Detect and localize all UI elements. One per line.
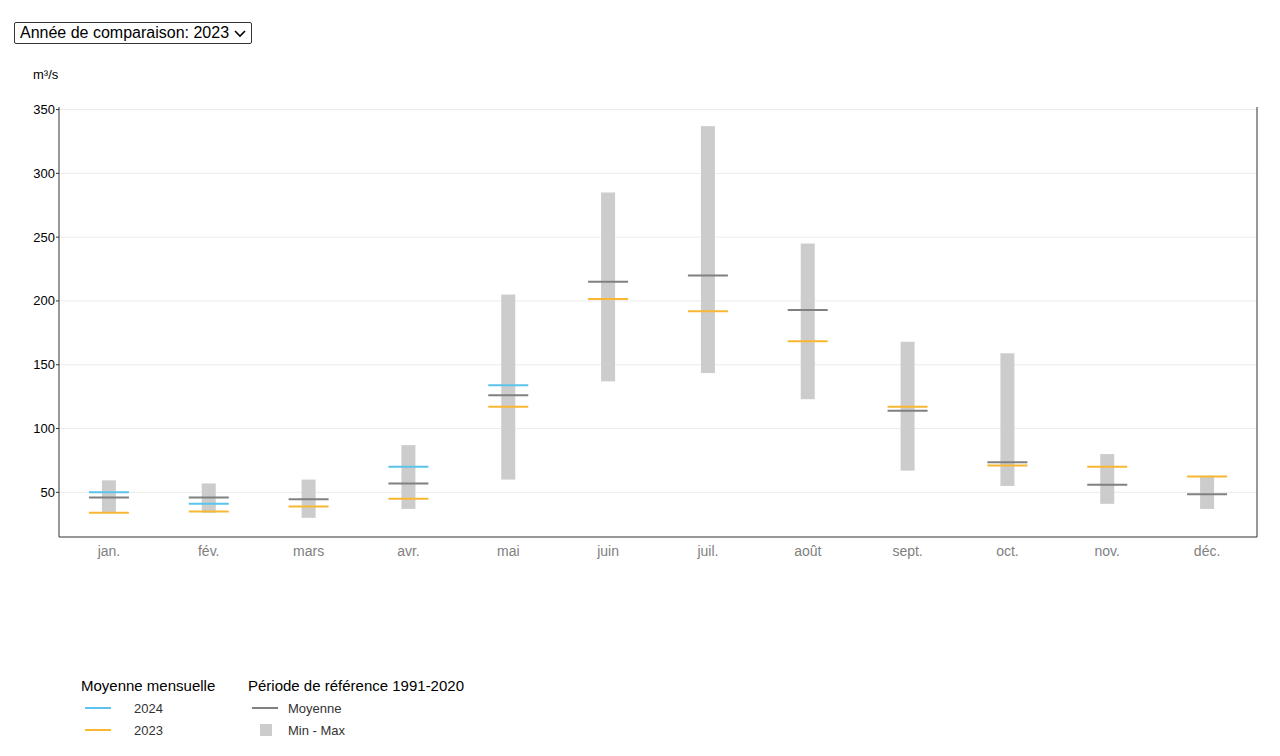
y-tick-label: 350 — [33, 102, 55, 117]
x-tick-label: mars — [293, 543, 324, 559]
legend-swatch — [85, 707, 111, 709]
mean-dash — [89, 496, 129, 498]
y-tick-label: 300 — [33, 166, 55, 181]
x-tick-label: sept. — [892, 543, 922, 559]
legend-label: 2024 — [134, 701, 163, 716]
y-tick-label: 150 — [33, 357, 55, 372]
x-axis — [59, 537, 1257, 538]
x-tick-label: avr. — [397, 543, 420, 559]
legend-swatch — [260, 724, 272, 736]
range-bar — [501, 295, 515, 480]
grid-line — [59, 300, 1257, 301]
mean-dash — [688, 274, 728, 276]
range-bar — [102, 480, 116, 512]
mean-dash — [289, 505, 329, 507]
legend-title: Période de référence 1991-2020 — [248, 677, 464, 694]
mean-dash — [1087, 484, 1127, 486]
mean-dash — [688, 310, 728, 312]
mean-dash — [987, 461, 1027, 463]
y-tick-label: 200 — [33, 293, 55, 308]
range-bar — [801, 244, 815, 400]
plot-border — [1257, 107, 1258, 537]
x-tick-label: août — [794, 543, 821, 559]
x-tick-label: mai — [497, 543, 520, 559]
mean-dash — [388, 482, 428, 484]
dropdown[interactable]: Année de comparaison: 2023 — [14, 22, 252, 44]
grid-line — [59, 364, 1257, 365]
range-bar — [701, 126, 715, 373]
legend-label: Moyenne — [288, 701, 341, 716]
chart: m³/s 50 100 150 200 250 300 350 jan. fév. mars avr.… — [0, 0, 1280, 756]
mean-dash — [189, 496, 229, 498]
mean-dash — [488, 384, 528, 386]
x-tick-label: jan. — [97, 543, 121, 559]
mean-dash — [388, 466, 428, 468]
mean-dash — [388, 498, 428, 500]
mean-dash — [89, 512, 129, 514]
mean-dash — [1187, 475, 1227, 477]
mean-dash — [189, 510, 229, 512]
y-tick-label: 250 — [33, 230, 55, 245]
mean-dash — [1187, 493, 1227, 495]
y-tick-label: 100 — [33, 421, 55, 436]
range-bar — [601, 192, 615, 381]
dropdown-label: Année de comparaison: 2023 — [20, 24, 229, 41]
mean-dash — [588, 298, 628, 300]
x-tick-label: nov. — [1095, 543, 1120, 559]
mean-dash — [888, 410, 928, 412]
x-tick-label: juin — [596, 543, 619, 559]
mean-dash — [488, 394, 528, 396]
legend-swatch — [85, 729, 111, 731]
grid-line — [59, 492, 1257, 493]
range-bar — [1100, 454, 1114, 504]
mean-dash — [987, 465, 1027, 467]
grid-line — [59, 109, 1257, 110]
mean-dash — [488, 406, 528, 408]
x-tick-label: oct. — [996, 543, 1019, 559]
mean-dash — [588, 281, 628, 283]
y-tick-label: 50 — [41, 485, 55, 500]
y-axis-label: m³/s — [33, 67, 59, 82]
chevron — [234, 29, 246, 38]
mean-dash — [788, 309, 828, 311]
grid-line — [59, 173, 1257, 174]
x-tick-label: déc. — [1194, 543, 1220, 559]
x-tick-label: juil. — [696, 543, 718, 559]
mean-dash — [888, 406, 928, 408]
y-axis — [59, 107, 60, 537]
mean-dash — [89, 491, 129, 493]
mean-dash — [289, 498, 329, 500]
mean-dash — [1087, 466, 1127, 468]
legend-label: 2023 — [134, 723, 163, 738]
mean-dash — [788, 340, 828, 342]
legend-swatch — [252, 707, 278, 709]
grid-line — [59, 428, 1257, 429]
marks — [89, 126, 1227, 518]
x-tick-label: fév. — [198, 543, 220, 559]
legend-label: Min - Max — [288, 723, 346, 738]
mean-dash — [189, 503, 229, 505]
legend-title: Moyenne mensuelle — [81, 677, 215, 694]
range-bar — [1200, 476, 1214, 509]
grid-line — [59, 237, 1257, 238]
